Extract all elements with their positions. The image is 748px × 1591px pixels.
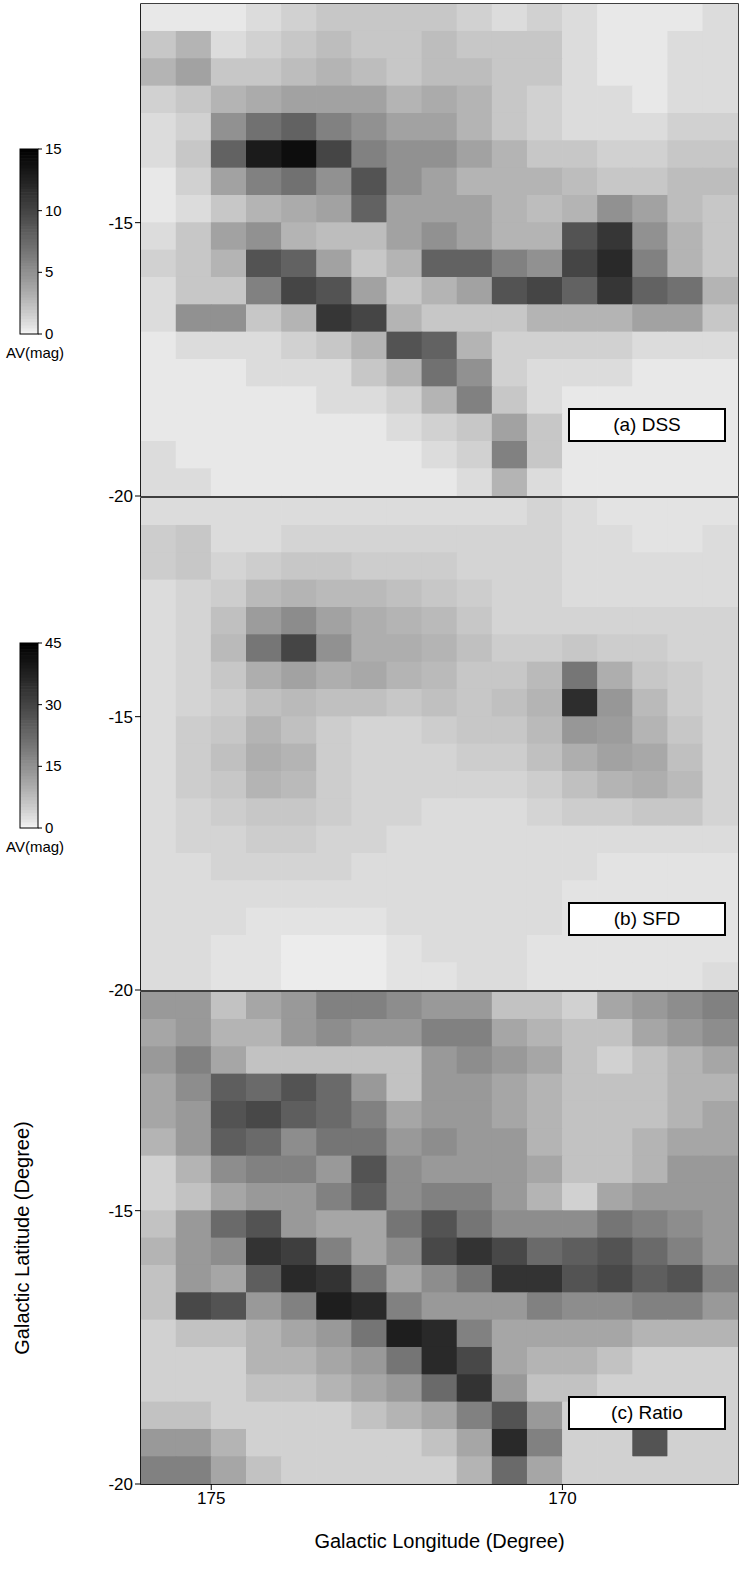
svg-text:30: 30 [45, 696, 62, 713]
svg-text:175: 175 [197, 1489, 225, 1508]
svg-text:Galactic Longitude (Degree): Galactic Longitude (Degree) [314, 1530, 564, 1552]
svg-text:15: 15 [45, 140, 62, 157]
svg-text:AV(mag): AV(mag) [6, 344, 64, 361]
html-text:(b) SFD: (b) SFD [613, 908, 681, 929]
html-text:(a) DSS: (a) DSS [613, 414, 681, 435]
svg-text:-15: -15 [108, 708, 133, 727]
svg-text:0: 0 [45, 819, 53, 836]
svg-text:Galactic Latitude (Degree): Galactic Latitude (Degree) [11, 1121, 33, 1354]
svg-text:-20: -20 [108, 487, 133, 506]
svg-text:5: 5 [45, 263, 53, 280]
svg-text:45: 45 [45, 634, 62, 651]
svg-text:15: 15 [45, 757, 62, 774]
svg-text:0: 0 [45, 325, 53, 342]
svg-text:10: 10 [45, 202, 62, 219]
svg-text:-15: -15 [108, 1202, 133, 1221]
svg-text:AV(mag): AV(mag) [6, 838, 64, 855]
svg-text:-20: -20 [108, 981, 133, 1000]
html-text:(c) Ratio: (c) Ratio [611, 1402, 683, 1423]
svg-text:-15: -15 [108, 214, 133, 233]
svg-text:170: 170 [548, 1489, 576, 1508]
svg-text:-20: -20 [108, 1475, 133, 1494]
